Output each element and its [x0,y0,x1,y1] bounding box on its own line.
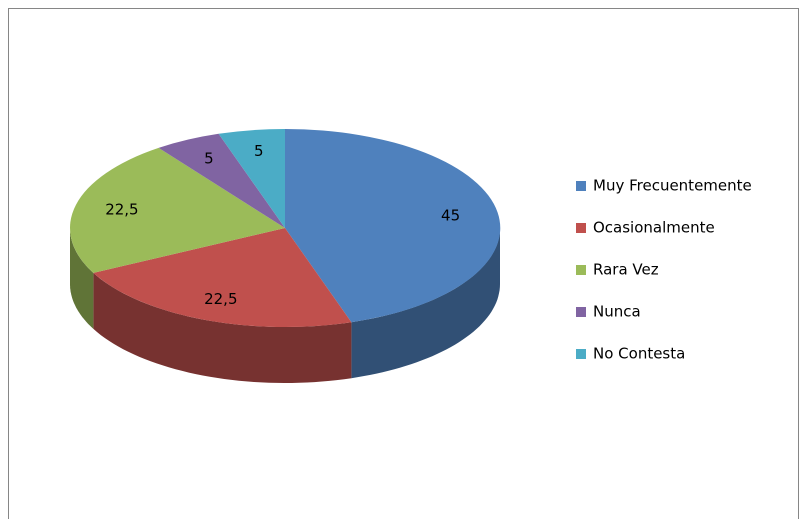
legend-swatch [576,349,586,359]
legend-label: Ocasionalmente [593,219,715,237]
data-label: 45 [441,206,460,224]
slice [218,128,285,228]
slice [285,128,501,323]
slice [69,147,285,273]
legend-swatch [576,307,586,317]
slice [93,228,352,328]
slice [158,133,285,228]
slice-side [351,228,500,379]
slice-side [93,272,352,383]
legend-swatch [576,265,586,275]
slice-side [70,228,94,329]
legend-label: Nunca [593,303,641,321]
legend-label: Rara Vez [593,261,659,279]
legend-label: No Contesta [593,345,685,363]
legend-label: Muy Frecuentemente [593,177,752,195]
data-label: 22,5 [204,290,237,308]
data-label: 5 [204,150,214,168]
legend-swatch [576,223,586,233]
data-label: 5 [254,142,264,160]
legend-swatch [576,181,586,191]
data-label: 22,5 [105,201,138,219]
